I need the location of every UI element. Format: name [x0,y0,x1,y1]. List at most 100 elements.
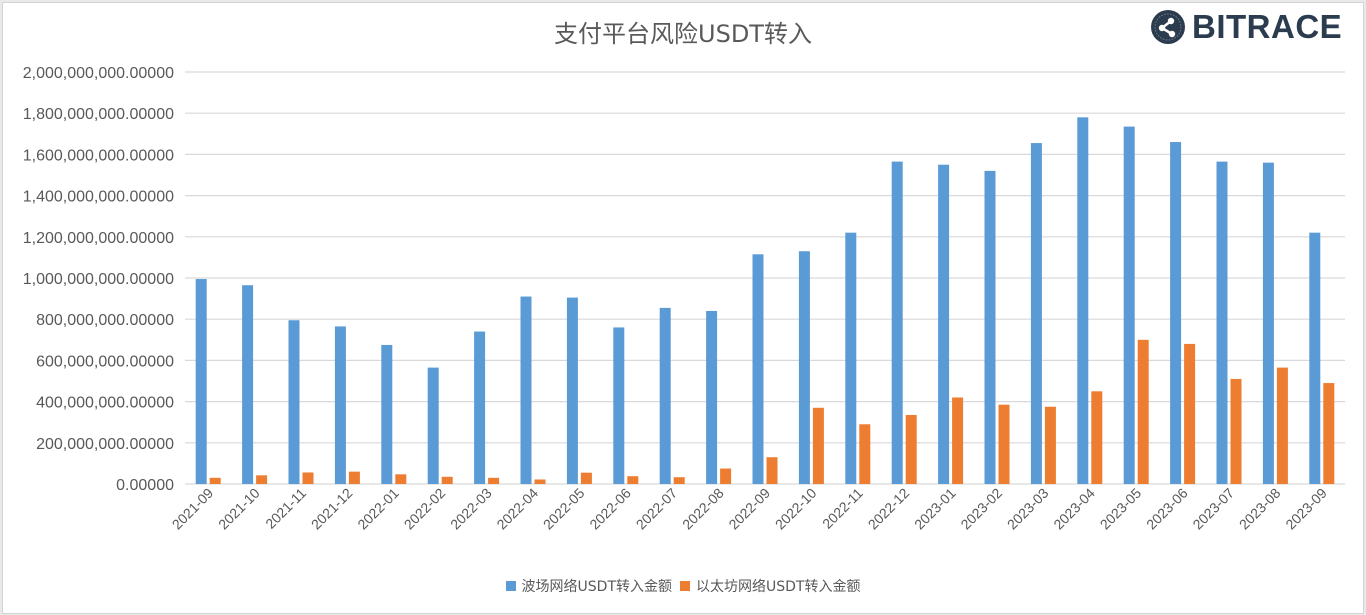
y-tick-label: 400,000,000.00000 [36,395,174,412]
bar-eth [1044,406,1056,484]
bar-eth [209,477,221,484]
bar-eth [580,472,592,484]
bar-eth [859,424,871,484]
x-tick-label: 2022-08 [679,485,727,533]
y-tick-label: 0.00000 [116,477,174,494]
bar-eth [302,472,314,484]
x-tick-label: 2023-03 [1004,485,1052,533]
bar-tron [613,327,625,484]
bar-tron [566,297,578,484]
chart-title: 支付平台风险USDT转入 [554,20,812,48]
x-tick-label: 2022-11 [819,485,866,532]
bar-tron [1170,142,1182,485]
logo-text: BITRACE [1192,8,1343,45]
x-tick-label: 2022-10 [772,485,820,533]
bitrace-logo-icon [1151,10,1185,44]
bar-tron [938,164,950,484]
bar-eth [395,474,407,484]
x-tick-label: 2022-05 [540,485,588,533]
bar-eth [1091,391,1103,484]
y-tick-label: 2,000,000,000.00000 [23,65,174,82]
bar-eth [812,407,824,484]
bar-tron [381,344,393,484]
legend-swatch-eth [680,581,690,591]
y-tick-label: 1,000,000,000.00000 [23,271,174,288]
y-tick-label: 1,400,000,000.00000 [23,189,174,206]
x-tick-label: 2022-03 [447,485,495,533]
legend-swatch-tron [505,581,516,591]
bar-tron [984,170,996,484]
x-tick-label: 2023-07 [1189,485,1237,533]
bar-tron [1077,117,1089,484]
x-tick-label: 2021-12 [308,485,356,533]
x-tick-label: 2023-08 [1236,485,1284,533]
bar-eth [1230,378,1242,484]
x-tick-label: 2022-06 [586,485,634,533]
x-tick-label: 2023-06 [1143,485,1191,533]
x-tick-label: 2021-10 [215,485,263,533]
bar-eth [905,414,917,484]
y-tick-label: 800,000,000.00000 [36,312,174,329]
x-tick-label: 2023-02 [957,485,1005,533]
x-tick-label: 2022-04 [493,485,541,533]
x-tick-label: 2022-09 [725,485,773,533]
bar-eth [1184,343,1196,484]
bar-eth [720,468,732,484]
bar-eth [441,476,453,484]
y-tick-label: 1,600,000,000.00000 [23,147,174,164]
x-tick-label: 2023-01 [911,485,959,533]
y-axis-labels: 0.00000 200,000,000.00000 400,000,000.0000… [23,65,174,494]
bar-eth [488,477,500,484]
x-tick-label: 2022-02 [401,485,449,533]
bar-eth [1276,367,1288,484]
bar-tron [195,279,207,484]
bar-tron [706,310,718,484]
bar-eth [256,475,268,484]
x-tick-label: 2021-11 [262,485,309,532]
bar-tron [288,320,300,484]
legend-item-tron[interactable]: 波场网络USDT转入金额 [505,576,672,596]
x-tick-label: 2023-05 [1097,485,1145,533]
x-tick-label: 2021-09 [169,485,217,533]
x-tick-label: 2023-04 [1050,485,1098,533]
legend-item-eth[interactable]: 以太坊网络USDT转入金额 [680,576,860,596]
x-tick-label: 2022-12 [865,485,913,533]
bar-tron [1123,126,1135,484]
legend-label-tron: 波场网络USDT转入金额 [521,579,672,595]
bar-tron [520,296,532,484]
bar-eth [998,404,1010,484]
x-tick-label: 2022-07 [633,485,681,533]
x-tick-label: 2022-01 [354,485,402,533]
bar-eth [348,471,360,484]
bar-tron [891,161,903,485]
bar-tron [1030,143,1042,484]
bar-eth [673,477,685,484]
bar-tron [798,251,810,484]
bar-tron [659,307,671,484]
gridlines [185,71,1345,485]
y-tick-label: 200,000,000.00000 [36,436,174,453]
bar-eth [534,479,546,484]
bar-tron [1216,161,1228,485]
bar-eth [1137,339,1149,484]
legend: 波场网络USDT转入金额 以太坊网络USDT转入金额 [0,576,1366,596]
bar-chart: 0.00000 200,000,000.00000 400,000,000.0000… [23,65,1345,533]
x-tick-label: 2023-09 [1282,485,1330,533]
bar-tron [474,331,486,484]
bar-tron [242,285,254,484]
bar-eth [1323,383,1335,484]
bar-tron [1262,162,1274,484]
bar-tron [427,367,439,484]
bar-tron [845,232,857,484]
bar-eth [627,476,639,484]
bar-tron [334,326,346,484]
bar-eth [766,457,778,484]
bar-tron [752,254,764,484]
bar-tron [1309,232,1321,484]
y-tick-label: 600,000,000.00000 [36,353,174,370]
legend-label-eth: 以太坊网络USDT转入金额 [696,579,861,595]
bar-eth [952,397,964,484]
y-tick-label: 1,200,000,000.00000 [23,230,174,247]
